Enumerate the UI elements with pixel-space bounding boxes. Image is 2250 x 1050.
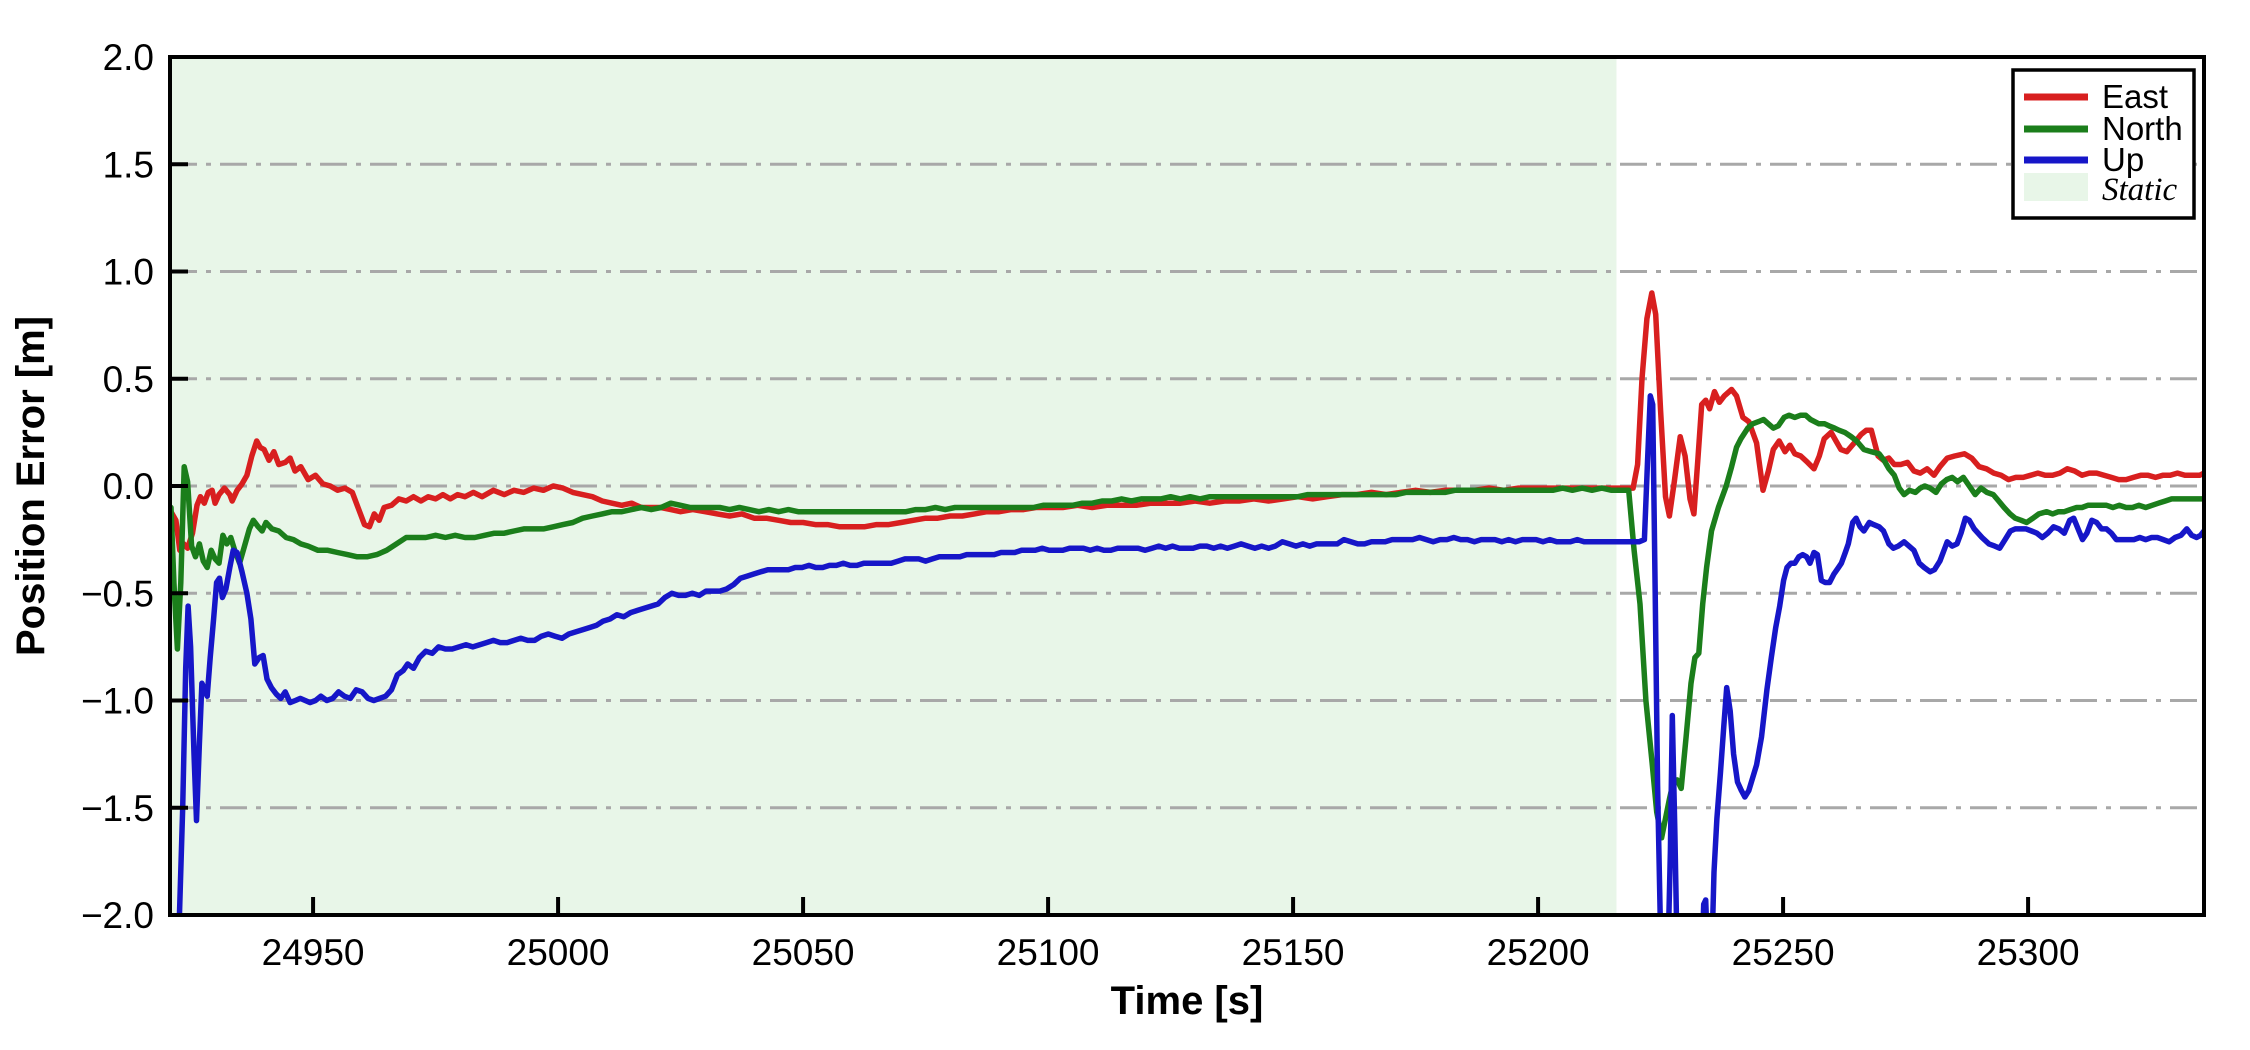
legend-label-north: North <box>2102 110 2183 147</box>
y-tick-label: 0.5 <box>103 359 154 400</box>
y-axis-title: Position Error [m] <box>9 316 53 656</box>
y-tick-label: 0.0 <box>103 466 154 507</box>
axis-tick-labels: 24950 25000 25050 25100 25150 25200 25250 25300… <box>81 37 2080 973</box>
y-tick-label: −1.0 <box>81 681 154 722</box>
x-tick-label: 25050 <box>752 932 855 973</box>
y-tick-label: −1.5 <box>81 788 154 829</box>
y-tick-label: 2.0 <box>103 37 154 78</box>
legend: East North Up Static <box>2011 68 2196 220</box>
legend-swatch-static <box>2024 173 2088 201</box>
plot-frame <box>168 55 2206 917</box>
y-tick-label: 1.0 <box>103 252 154 293</box>
legend-label-static: Static <box>2102 172 2178 208</box>
y-tick-label: 1.5 <box>103 144 154 185</box>
x-tick-label: 24950 <box>262 932 365 973</box>
series-line-north <box>170 412 2204 841</box>
legend-label-east: East <box>2102 78 2168 115</box>
x-tick-label: 25200 <box>1487 932 1590 973</box>
x-tick-label: 25100 <box>997 932 1100 973</box>
x-tick-label: 25300 <box>1977 932 2080 973</box>
x-axis-title: Time [s] <box>1111 979 1264 1023</box>
x-tick-label: 25000 <box>507 932 610 973</box>
series-line-east <box>170 290 2204 554</box>
gridlines <box>170 162 2204 810</box>
y-tick-label: −2.0 <box>81 895 154 936</box>
series-line-up <box>176 393 2204 915</box>
x-tick-label: 25250 <box>1732 932 1835 973</box>
x-tick-label: 25150 <box>1242 932 1345 973</box>
legend-label-up: Up <box>2102 141 2144 178</box>
series-lines <box>170 290 2204 915</box>
y-tick-label: −0.5 <box>81 573 154 614</box>
